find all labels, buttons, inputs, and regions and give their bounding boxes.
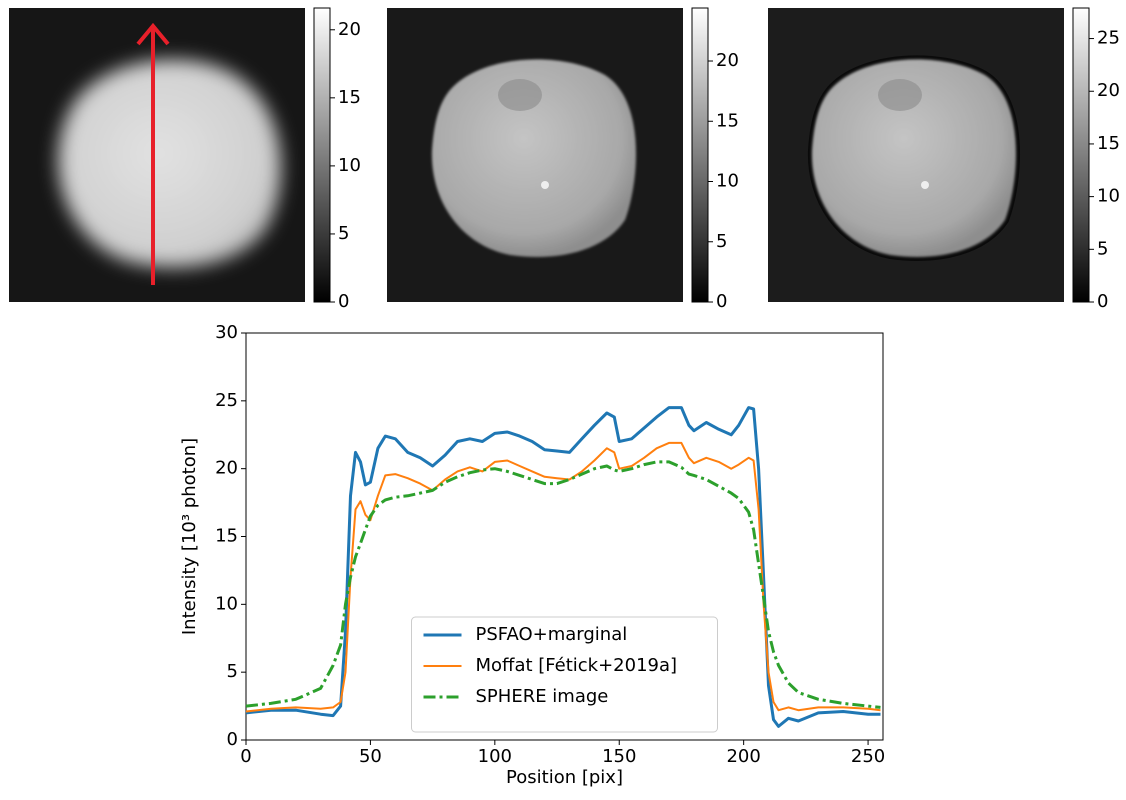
colorbar-tick-label: 20 <box>716 50 739 71</box>
image-panel <box>387 8 683 302</box>
colorbar-tick-label: 10 <box>716 171 739 192</box>
colorbar-tick-label: 10 <box>1097 186 1120 207</box>
x-tick-label: 0 <box>240 746 251 767</box>
colorbar-tick-label: 25 <box>1097 28 1120 49</box>
colorbar-tick-label: 5 <box>716 231 727 252</box>
y-tick-label: 10 <box>215 593 238 614</box>
line-series <box>245 406 881 728</box>
colorbar <box>313 7 331 303</box>
legend-box <box>411 616 718 733</box>
x-tick-label: 150 <box>602 746 636 767</box>
line-series <box>245 460 881 709</box>
colorbar-tick-label: 10 <box>338 155 361 176</box>
image-panel <box>9 8 305 302</box>
colorbar-tick-label: 20 <box>1097 80 1120 101</box>
colorbar-tick-label: 0 <box>716 291 727 312</box>
y-tick-label: 20 <box>215 458 238 479</box>
colorbar-tick-label: 15 <box>716 110 739 131</box>
colorbar-tick-label: 20 <box>338 19 361 40</box>
y-tick-label: 15 <box>215 526 238 547</box>
y-tick-label: 0 <box>227 729 238 750</box>
legend-label: Moffat [Fétick+2019a] <box>476 655 678 676</box>
colorbar-tick-label: 15 <box>338 87 361 108</box>
colorbar <box>1072 7 1090 303</box>
colorbar-tick-label: 5 <box>338 223 349 244</box>
x-axis-label: Position [pix] <box>506 767 623 788</box>
colorbar <box>691 7 709 303</box>
colorbar-tick-label: 5 <box>1097 238 1108 259</box>
colorbar-tick-label: 0 <box>1097 291 1108 312</box>
y-tick-label: 25 <box>215 390 238 411</box>
x-tick-label: 50 <box>359 746 382 767</box>
colorbar-tick-label: 0 <box>338 291 349 312</box>
colorbar-tick-label: 15 <box>1097 133 1120 154</box>
legend-label: PSFAO+marginal <box>476 624 628 645</box>
x-tick-label: 250 <box>851 746 885 767</box>
y-tick-label: 5 <box>227 661 238 682</box>
legend-label: SPHERE image <box>476 686 609 707</box>
y-axis-label: Intensity [10³ photon] <box>179 438 200 635</box>
image-panel <box>768 8 1064 302</box>
y-tick-label: 30 <box>215 322 238 343</box>
x-tick-label: 200 <box>726 746 760 767</box>
x-tick-label: 100 <box>478 746 512 767</box>
line-series <box>245 441 881 713</box>
